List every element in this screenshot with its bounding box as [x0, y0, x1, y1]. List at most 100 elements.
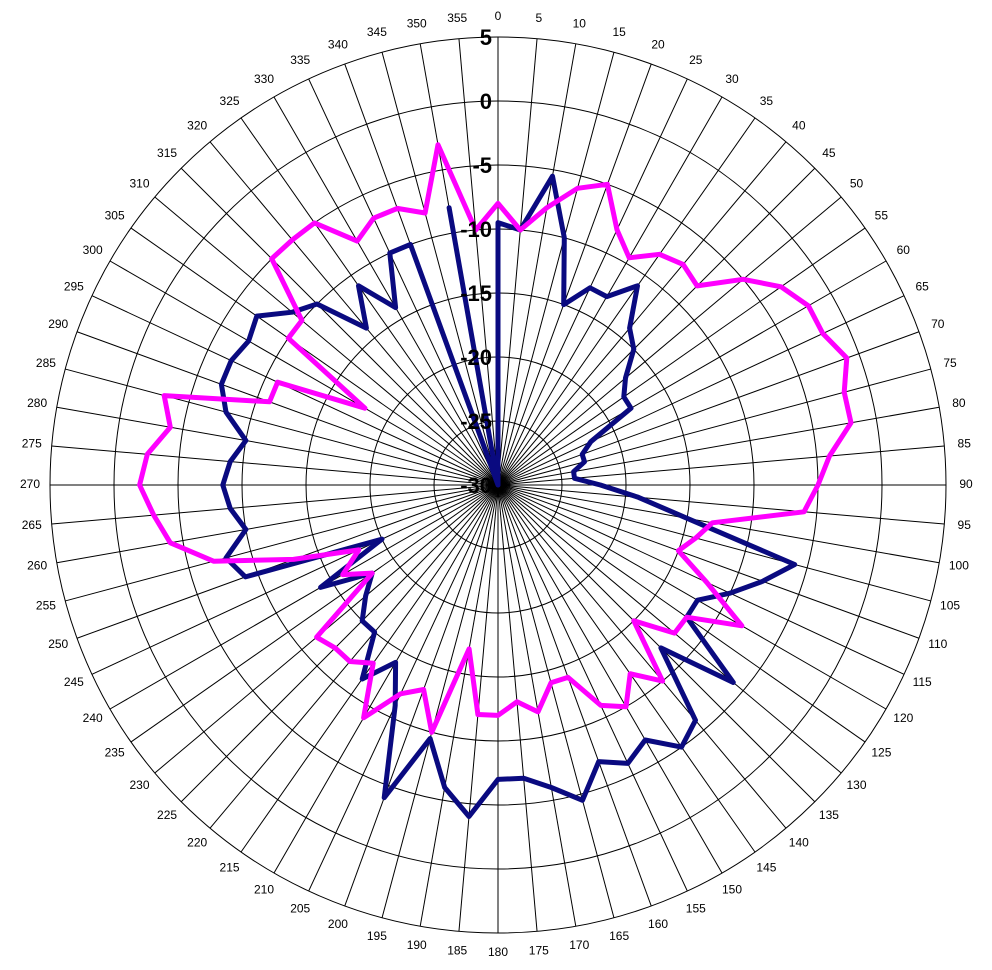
- grid-spoke: [497, 167, 816, 486]
- angle-tick-label: 155: [686, 901, 706, 915]
- angle-tick-label: 185: [447, 943, 467, 957]
- angle-tick-label: 105: [940, 598, 960, 612]
- grid-spoke: [497, 331, 920, 486]
- grid-spoke: [497, 484, 866, 743]
- grid-spoke: [497, 227, 866, 486]
- angle-tick-label: 70: [931, 317, 945, 331]
- angle-tick-label: 170: [569, 938, 589, 952]
- angle-tick-label: 100: [949, 558, 969, 572]
- series-line-2: [137, 142, 854, 735]
- grid-spoke: [497, 484, 931, 602]
- angle-tick-label: 310: [129, 176, 149, 190]
- polar-grid: [49, 36, 947, 934]
- grid-spoke: [56, 406, 499, 486]
- grid-spoke: [273, 96, 499, 486]
- grid-spoke: [109, 484, 499, 710]
- grid-spoke: [497, 484, 842, 774]
- radial-tick-label: -5: [472, 153, 492, 178]
- angle-tick-label: 195: [367, 929, 387, 943]
- grid-spoke: [51, 445, 499, 486]
- angle-tick-label: 75: [943, 356, 957, 370]
- angle-tick-label: 10: [573, 16, 587, 30]
- angle-tick-label: 340: [328, 37, 348, 51]
- radial-tick-label: -10: [460, 217, 492, 242]
- angle-tick-label: 210: [254, 882, 274, 896]
- grid-spoke: [497, 368, 931, 486]
- grid-spoke: [154, 196, 499, 486]
- angle-tick-label: 200: [328, 917, 348, 931]
- angle-tick-label: 325: [220, 94, 240, 108]
- angle-tick-label: 35: [760, 94, 774, 108]
- angle-tick-label: 230: [129, 778, 149, 792]
- grid-spoke: [56, 484, 499, 564]
- angle-tick-label: 275: [22, 436, 42, 450]
- angle-tick-label: 110: [928, 637, 947, 651]
- grid-spoke: [497, 484, 538, 932]
- grid-spoke: [51, 484, 499, 525]
- grid-spoke: [308, 484, 499, 892]
- grid-spoke: [497, 260, 887, 486]
- grid-spoke: [497, 43, 577, 486]
- angle-tick-label: 15: [612, 25, 626, 39]
- angle-tick-label: 220: [187, 836, 207, 850]
- grid-spoke: [76, 331, 499, 486]
- angle-tick-label: 285: [36, 356, 56, 370]
- angle-tick-label: 330: [254, 72, 274, 86]
- grid-spoke: [497, 63, 652, 486]
- grid-spoke: [209, 484, 499, 829]
- grid-spoke: [130, 227, 499, 486]
- angle-tick-label: 315: [157, 146, 177, 160]
- grid-spoke: [497, 484, 920, 639]
- grid-spoke: [130, 484, 499, 743]
- angle-tick-label: 90: [959, 477, 973, 491]
- grid-spoke: [308, 78, 499, 486]
- radial-tick-label: 0: [480, 89, 492, 114]
- angle-tick-label: 25: [689, 53, 703, 67]
- grid-spoke: [180, 167, 499, 486]
- grid-spoke: [109, 260, 499, 486]
- grid-spoke: [497, 52, 615, 486]
- angle-tick-label: 250: [48, 637, 68, 651]
- grid-spoke: [458, 38, 499, 486]
- angle-tick-label: 245: [64, 675, 84, 689]
- angle-tick-label: 240: [83, 711, 103, 725]
- angle-tick-label: 40: [792, 119, 806, 133]
- grid-spoke: [497, 295, 905, 486]
- angle-tick-label: 260: [27, 558, 47, 572]
- angle-tick-label: 20: [651, 37, 665, 51]
- angle-tick-label: 60: [897, 243, 911, 257]
- angle-tick-label: 355: [447, 11, 467, 25]
- grid-spoke: [497, 484, 816, 803]
- grid-spoke: [497, 96, 723, 486]
- grid-spoke: [497, 484, 945, 525]
- angle-tick-label: 255: [36, 598, 56, 612]
- angle-tick-label: 320: [187, 119, 207, 133]
- grid-spoke: [419, 484, 499, 927]
- angle-tick-label: 270: [20, 477, 40, 491]
- grid-spoke: [497, 484, 688, 892]
- angle-tick-label: 280: [27, 396, 47, 410]
- angle-tick-label: 0: [495, 9, 502, 23]
- angle-tick-label: 125: [871, 746, 891, 760]
- grid-spoke: [91, 295, 499, 486]
- radial-tick-label: 5: [480, 25, 492, 50]
- grid-spoke: [497, 484, 787, 829]
- angle-tick-label: 55: [875, 209, 889, 223]
- grid-spoke: [497, 38, 538, 486]
- angle-tick-label: 225: [157, 808, 177, 822]
- angle-tick-label: 130: [846, 778, 866, 792]
- grid-spoke: [240, 117, 499, 486]
- series-group: [137, 142, 854, 819]
- radial-tick-label: -20: [460, 345, 492, 370]
- grid-spoke: [65, 484, 499, 602]
- grid-spoke: [497, 196, 842, 486]
- grid-spoke: [273, 484, 499, 874]
- grid-spoke: [497, 117, 756, 486]
- angle-tick-label: 45: [822, 146, 836, 160]
- grid-spoke: [497, 78, 688, 486]
- angle-tick-label: 115: [913, 675, 932, 689]
- angle-tick-label: 295: [64, 279, 84, 293]
- grid-spoke: [344, 484, 499, 907]
- angle-tick-label: 140: [789, 836, 809, 850]
